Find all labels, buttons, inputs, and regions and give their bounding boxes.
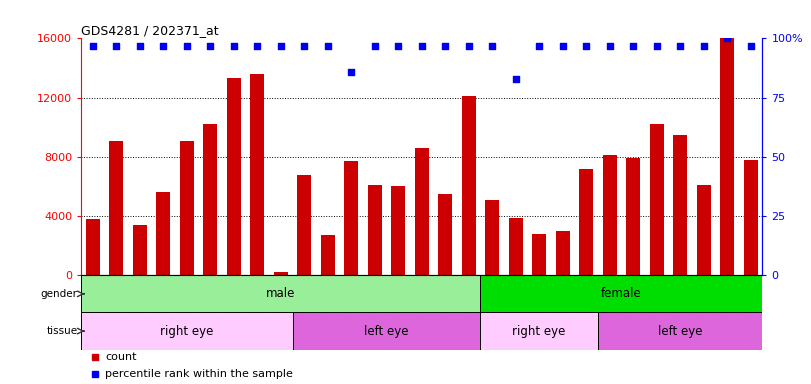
Bar [109, 141, 123, 275]
Bar [81, 313, 293, 350]
Bar [320, 235, 335, 275]
Text: GDS4281 / 202371_at: GDS4281 / 202371_at [81, 24, 219, 37]
Text: left eye: left eye [658, 324, 702, 338]
Point [556, 43, 569, 49]
Bar [579, 169, 593, 275]
Bar [673, 135, 687, 275]
Point [109, 43, 122, 49]
Bar [367, 185, 382, 275]
Point [274, 43, 287, 49]
Bar [227, 78, 241, 275]
Point [415, 43, 428, 49]
Text: gender: gender [41, 289, 78, 299]
Bar [697, 185, 710, 275]
Bar [204, 124, 217, 275]
Point [392, 43, 405, 49]
Point [721, 35, 734, 41]
Bar [626, 158, 640, 275]
Text: left eye: left eye [364, 324, 409, 338]
Point [368, 43, 381, 49]
Point [133, 43, 146, 49]
Bar [180, 141, 194, 275]
Bar [86, 219, 100, 275]
Bar [274, 272, 288, 275]
Point [580, 43, 593, 49]
Point [204, 43, 217, 49]
Point [180, 43, 193, 49]
Point [533, 43, 546, 49]
Bar [480, 313, 598, 350]
Text: percentile rank within the sample: percentile rank within the sample [105, 369, 293, 379]
Bar [133, 225, 147, 275]
Bar [603, 156, 616, 275]
Bar [293, 313, 480, 350]
Point [439, 43, 452, 49]
Bar [157, 192, 170, 275]
Text: right eye: right eye [513, 324, 566, 338]
Bar [650, 124, 663, 275]
Point [627, 43, 640, 49]
Bar [391, 187, 406, 275]
Bar [414, 148, 429, 275]
Point [462, 43, 475, 49]
Text: count: count [105, 352, 136, 362]
Point [603, 43, 616, 49]
Bar [508, 217, 523, 275]
Point [251, 43, 264, 49]
Bar [480, 275, 762, 313]
Bar [744, 160, 757, 275]
Text: male: male [266, 287, 295, 300]
Point [674, 43, 687, 49]
Point [697, 43, 710, 49]
Bar [485, 200, 500, 275]
Bar [81, 275, 480, 313]
Point [486, 43, 499, 49]
Point [227, 43, 240, 49]
Point [345, 68, 358, 74]
Point [650, 43, 663, 49]
Text: right eye: right eye [160, 324, 213, 338]
Bar [598, 313, 762, 350]
Text: tissue: tissue [46, 326, 78, 336]
Bar [438, 194, 453, 275]
Point [321, 43, 334, 49]
Bar [461, 96, 476, 275]
Bar [532, 234, 547, 275]
Bar [720, 38, 734, 275]
Point [298, 43, 311, 49]
Bar [344, 161, 358, 275]
Point [86, 43, 99, 49]
Text: female: female [601, 287, 642, 300]
Bar [556, 231, 569, 275]
Point [509, 76, 522, 82]
Point [157, 43, 169, 49]
Bar [251, 74, 264, 275]
Bar [297, 175, 311, 275]
Point [744, 43, 757, 49]
